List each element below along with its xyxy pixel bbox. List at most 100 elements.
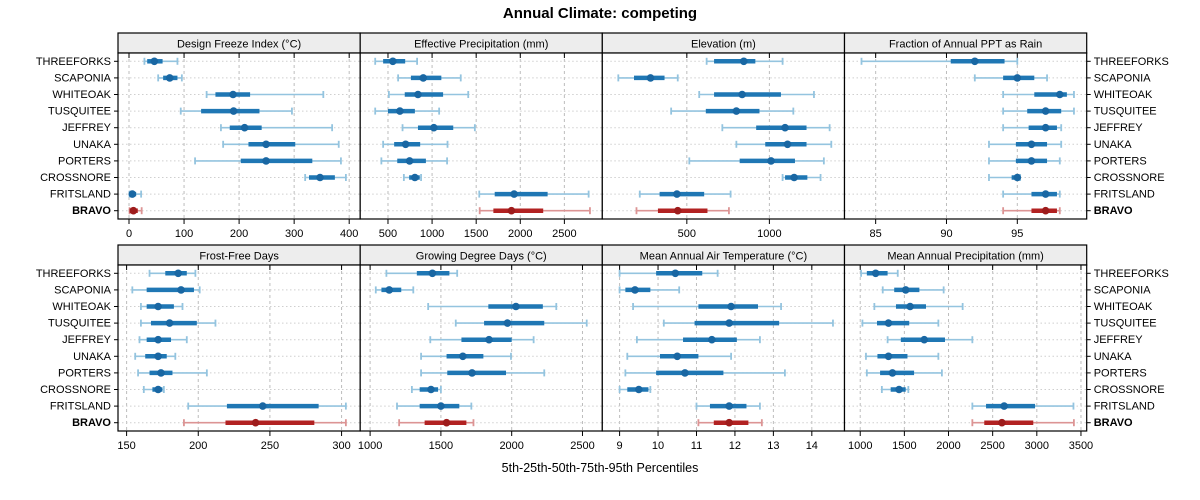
median-dot <box>871 269 880 278</box>
x-axis-tick-label: 1000 <box>420 228 444 240</box>
chart-title: Annual Climate: competing <box>502 5 698 22</box>
median-dot <box>998 418 1006 427</box>
panel-background <box>602 53 845 219</box>
median-dot <box>262 140 270 149</box>
median-dot <box>468 369 476 377</box>
site-label-right: CROSSNORE <box>1094 172 1165 184</box>
site-label-left: WHITEOAK <box>52 89 111 101</box>
x-axis-tick-label: 11 <box>691 440 702 452</box>
median-dot <box>427 385 435 394</box>
median-dot <box>920 335 929 344</box>
x-axis-tick-label: 200 <box>230 228 248 240</box>
site-label-right: SCAPONIA <box>1094 72 1152 84</box>
median-dot <box>229 107 238 115</box>
x-axis-tick-label: 1500 <box>464 228 488 240</box>
median-dot <box>673 352 682 361</box>
panel-strip-title: Elevation (m) <box>691 39 756 51</box>
site-label-right: PORTERS <box>1094 367 1147 379</box>
x-axis-tick-label: 3000 <box>1025 440 1049 452</box>
x-axis-tick-label: 400 <box>340 228 358 240</box>
panel-background <box>844 265 1087 431</box>
x-axis-tick-label: 1000 <box>757 228 781 240</box>
site-label-left: CROSSNORE <box>40 172 111 184</box>
median-dot <box>157 369 165 377</box>
site-label-left: BRAVO <box>72 205 111 217</box>
median-dot <box>507 206 516 215</box>
median-dot <box>884 352 893 361</box>
median-dot <box>430 123 438 132</box>
panel-background <box>360 53 603 219</box>
median-dot <box>437 402 445 410</box>
panel-strip-title: Design Freeze Index (°C) <box>177 39 301 51</box>
site-label-right: CROSSNORE <box>1094 384 1165 396</box>
site-label-right: JEFFREY <box>1094 122 1144 134</box>
median-dot <box>503 319 512 327</box>
median-dot <box>229 90 237 99</box>
median-dot <box>414 90 422 99</box>
site-label-left: JEFFREY <box>62 122 112 134</box>
site-label-right: TUSQUITEE <box>1094 106 1157 118</box>
median-dot <box>165 319 174 327</box>
panel-strip-title: Effective Precipitation (mm) <box>414 39 548 51</box>
median-dot <box>1041 107 1050 115</box>
median-dot <box>1041 190 1050 198</box>
median-dot <box>895 385 903 394</box>
median-dot <box>459 352 467 361</box>
median-dot <box>258 402 267 410</box>
site-label-left: BRAVO <box>72 417 111 429</box>
median-dot <box>1013 173 1022 182</box>
median-dot <box>405 157 414 165</box>
median-dot <box>428 269 437 278</box>
panel-strip-title: Fraction of Annual PPT as Rain <box>889 39 1042 51</box>
x-axis-tick-label: 85 <box>870 228 882 240</box>
site-label-right: PORTERS <box>1094 155 1147 167</box>
median-dot <box>385 286 394 294</box>
median-dot <box>154 302 162 311</box>
site-label-left: SCAPONIA <box>54 72 112 84</box>
x-axis-tick-label: 3500 <box>1069 440 1093 452</box>
median-dot <box>673 206 682 215</box>
site-label-right: UNAKA <box>1094 139 1133 151</box>
x-axis-tick-label: 2500 <box>570 440 594 452</box>
x-axis-tick-label: 2000 <box>499 440 523 452</box>
median-dot <box>251 418 260 427</box>
x-axis-tick-label: 14 <box>806 440 818 452</box>
median-dot <box>673 190 681 198</box>
median-dot <box>732 107 741 115</box>
site-label-left: THREEFORKS <box>36 56 111 68</box>
x-axis-tick-label: 1000 <box>848 440 872 452</box>
x-axis-tick-label: 500 <box>678 228 696 240</box>
median-dot <box>154 385 162 394</box>
median-dot <box>389 57 397 66</box>
median-dot <box>727 302 735 311</box>
x-axis-tick-label: 9 <box>617 440 623 452</box>
median-dot <box>1000 402 1008 410</box>
median-dot <box>671 269 680 278</box>
x-axis-tick-label: 300 <box>332 440 350 452</box>
x-axis-tick-label: 250 <box>261 440 279 452</box>
x-axis-tick-label: 1500 <box>429 440 453 452</box>
median-dot <box>738 90 746 99</box>
site-label-right: WHITEOAK <box>1094 301 1153 313</box>
x-axis-tick-label: 12 <box>729 440 741 452</box>
median-dot <box>635 385 643 394</box>
median-dot <box>971 57 979 66</box>
median-dot <box>708 335 716 344</box>
x-axis-tick-label: 300 <box>285 228 303 240</box>
site-label-right: FRITSLAND <box>1094 401 1155 413</box>
median-dot <box>1013 74 1022 82</box>
site-label-left: THREEFORKS <box>36 268 111 280</box>
median-dot <box>419 74 428 82</box>
median-dot <box>154 335 162 344</box>
site-label-left: CROSSNORE <box>40 384 111 396</box>
panel-border <box>843 264 1088 432</box>
median-dot <box>128 190 137 198</box>
x-axis-tick-label: 150 <box>117 440 135 452</box>
panel-background <box>118 265 361 431</box>
median-dot <box>681 369 689 377</box>
x-axis-tick-label: 90 <box>940 228 952 240</box>
median-dot <box>1055 90 1064 99</box>
median-dot <box>262 157 270 165</box>
